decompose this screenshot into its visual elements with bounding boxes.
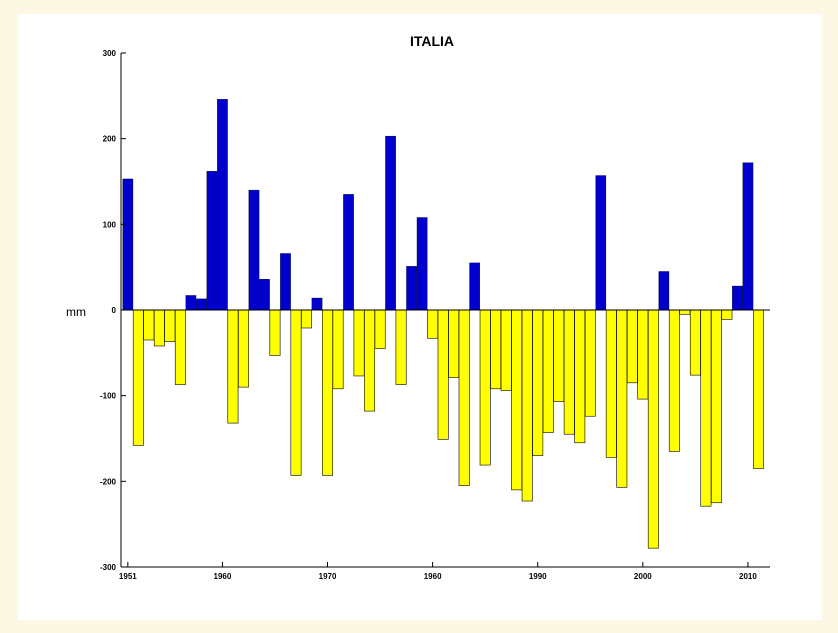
bar-1954 [153, 309, 165, 347]
bar-2001 [647, 309, 659, 549]
bar-1983 [458, 309, 470, 486]
bar-2010 [742, 162, 754, 311]
bar-1975 [374, 309, 386, 349]
bar-2007 [710, 309, 722, 504]
bar-1978 [406, 266, 417, 311]
bar-1972 [343, 194, 354, 311]
bar-2004 [679, 309, 691, 315]
y-tick-label: 200 [103, 135, 117, 144]
bar-1951 [122, 178, 134, 311]
bar-1991 [542, 309, 554, 433]
bar-1966 [280, 253, 291, 311]
bar-1958 [196, 298, 207, 311]
bar-2003 [668, 309, 680, 452]
bar-1956 [174, 309, 186, 385]
x-tick-label: 1951 [119, 572, 137, 581]
bar-1968 [301, 309, 312, 329]
bars-group [122, 99, 764, 549]
bar-1992 [553, 309, 565, 402]
bar-2005 [689, 309, 701, 376]
bar-1985 [479, 309, 491, 466]
y-tick-label: -200 [100, 477, 117, 486]
bar-1990 [532, 309, 544, 456]
bar-2011 [752, 309, 764, 469]
bar-1993 [563, 309, 575, 435]
bar-2006 [700, 309, 712, 507]
bar-1989 [521, 309, 533, 502]
bar-1987 [500, 309, 512, 391]
bar-1984 [469, 262, 480, 311]
bar-1980 [427, 309, 439, 339]
y-axis-label: mm [66, 305, 86, 319]
x-tick-label: 1960 [424, 572, 442, 581]
bar-1986 [490, 309, 502, 390]
bar-1997 [605, 309, 617, 458]
bar-1963 [248, 189, 260, 311]
bar-1953 [143, 309, 155, 341]
bar-2009 [732, 285, 743, 311]
y-tick-label: 100 [103, 220, 117, 229]
bar-1976 [385, 135, 396, 311]
bar-2008 [721, 309, 733, 320]
bar-1970 [322, 309, 333, 476]
bar-1981 [437, 309, 449, 440]
chart-title: ITALIA [410, 33, 454, 49]
bar-1962 [237, 309, 249, 388]
bar-1988 [511, 309, 523, 491]
bar-1996 [595, 175, 607, 311]
x-tick-label: 1970 [319, 572, 337, 581]
bar-1957 [185, 295, 197, 311]
x-tick-label: 2000 [634, 572, 652, 581]
bar-1971 [332, 309, 344, 390]
y-tick-label: 300 [103, 49, 117, 58]
bar-1973 [353, 309, 365, 377]
bar-1965 [269, 309, 281, 356]
bar-2000 [637, 309, 649, 400]
x-tick-label: 1990 [529, 572, 547, 581]
y-tick-label: -100 [100, 392, 117, 401]
chart-canvas: ITALIA mm 300 200 100 0 -100 -200 -300 1951 1960… [18, 14, 822, 620]
bar-1960 [217, 99, 228, 311]
bar-1977 [395, 309, 407, 385]
bar-1979 [416, 217, 428, 311]
bar-1999 [626, 309, 638, 384]
bar-1952 [132, 309, 144, 446]
bar-1974 [364, 309, 376, 412]
bar-1998 [616, 309, 628, 488]
bar-1994 [574, 309, 586, 444]
bar-1967 [290, 309, 302, 476]
y-tick-label: 0 [112, 306, 117, 315]
bar-2002 [658, 271, 670, 311]
bar-1959 [206, 171, 218, 311]
x-tick-label: 1960 [214, 572, 232, 581]
bar-1964 [259, 279, 270, 311]
x-tick-label: 2010 [739, 572, 757, 581]
bar-1955 [164, 309, 176, 343]
bar-1982 [448, 309, 460, 378]
bar-1995 [584, 309, 596, 417]
bar-1969 [311, 297, 323, 311]
bar-1961 [227, 309, 239, 424]
y-tick-label: -300 [100, 563, 117, 572]
